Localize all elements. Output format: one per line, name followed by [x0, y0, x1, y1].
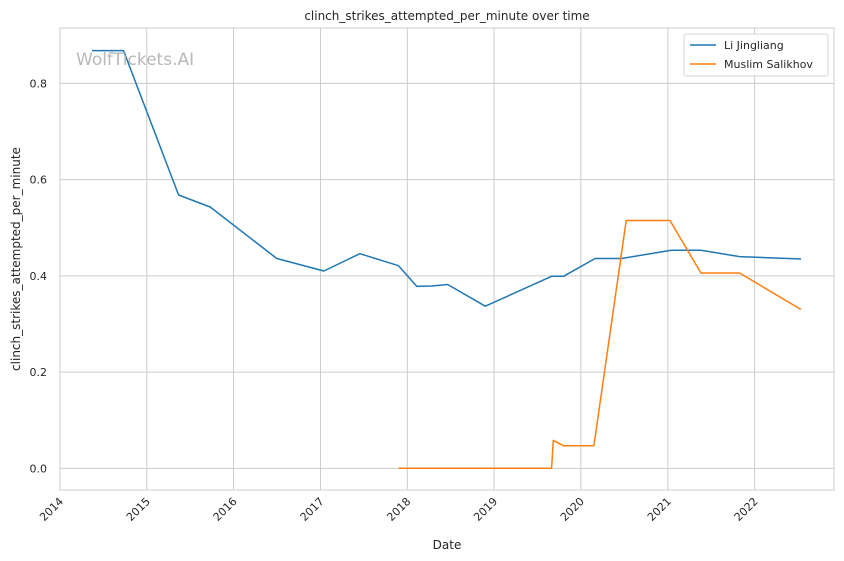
- legend-box: [683, 33, 829, 77]
- x-axis-label: Date: [433, 538, 462, 552]
- y-axis-label: clinch_strikes_attempted_per_minute: [9, 147, 23, 371]
- y-tick-label-0.6: 0.6: [30, 174, 48, 187]
- y-tick-label-0.8: 0.8: [30, 77, 48, 90]
- legend-label-li-jingliang: Li Jingliang: [724, 39, 784, 52]
- series-line-li-jingliang: [91, 49, 802, 307]
- plot-frame: [59, 27, 835, 491]
- y-tick-label-0.4: 0.4: [30, 270, 48, 283]
- y-tick-label-0.2: 0.2: [30, 366, 48, 379]
- chart-title: clinch_strikes_attempted_per_minute over…: [304, 9, 589, 23]
- series-line-muslim-salikhov: [398, 219, 802, 470]
- y-tick-label-0.0: 0.0: [30, 462, 48, 475]
- watermark: WolfTickets.AI: [76, 50, 194, 70]
- legend-label-muslim-salikhov: Muslim Salikhov: [724, 58, 813, 71]
- series-lines: [91, 49, 802, 470]
- plot-area: [60, 28, 834, 490]
- legend: Li Jingliang Muslim Salikhov: [683, 33, 829, 77]
